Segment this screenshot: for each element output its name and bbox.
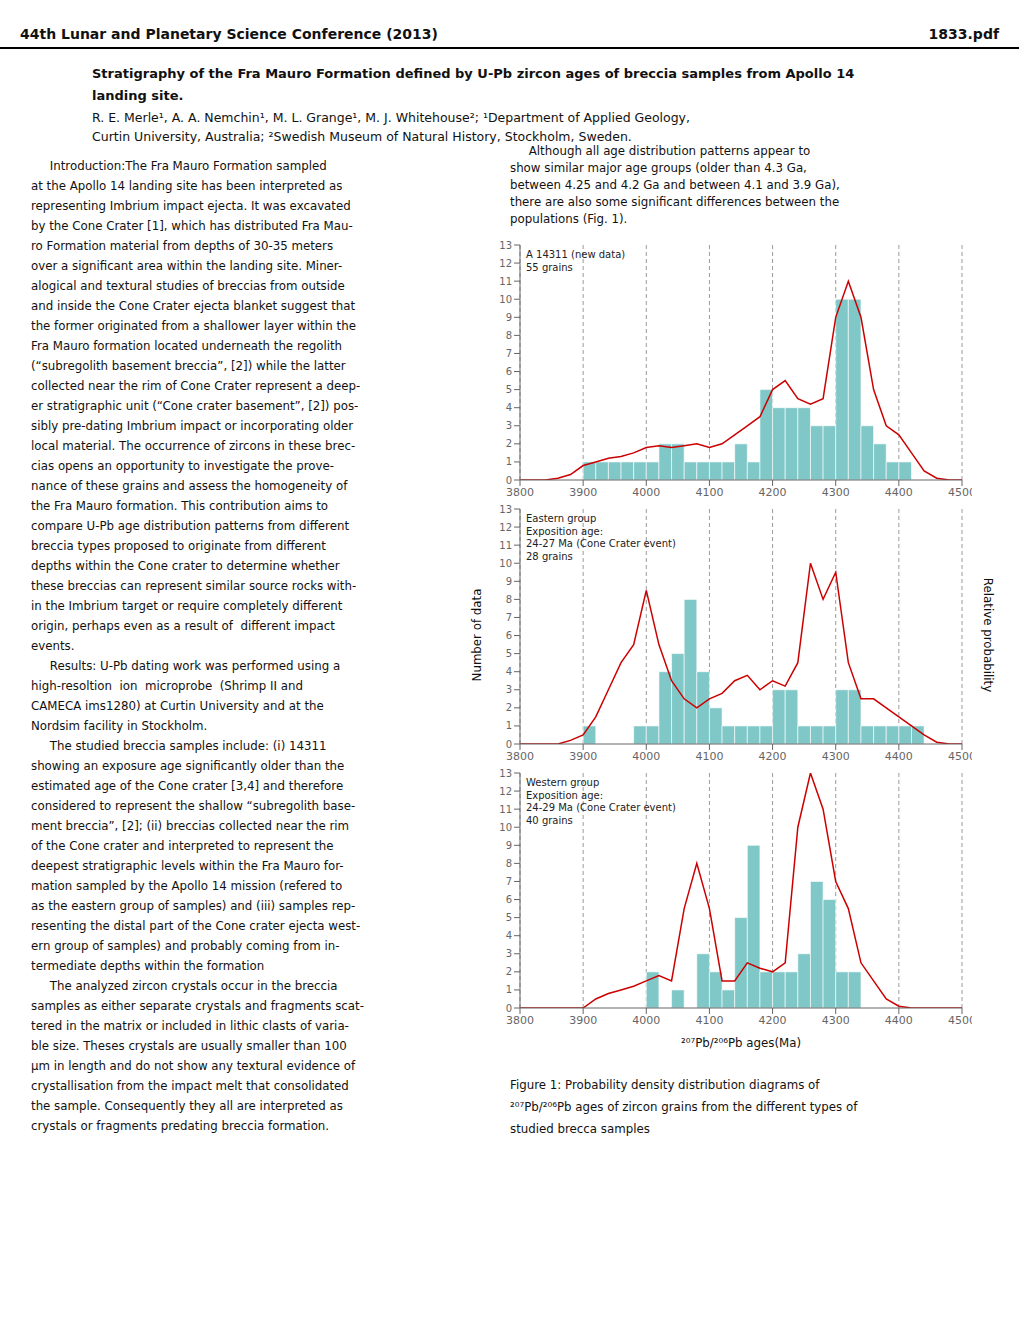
svg-text:4: 4: [506, 402, 512, 413]
svg-text:12: 12: [499, 522, 512, 533]
svg-text:7: 7: [506, 876, 512, 887]
svg-text:3900: 3900: [569, 750, 597, 763]
html-text:44th Lunar and Planetary Scien: 44th Lunar and Planetary Science Confere…: [20, 26, 438, 42]
svg-text:6: 6: [506, 366, 512, 377]
svg-text:13: 13: [499, 768, 512, 779]
svg-text:10: 10: [499, 558, 512, 569]
svg-text:4000: 4000: [632, 486, 660, 499]
svg-text:3800: 3800: [506, 486, 534, 499]
svg-text:0: 0: [506, 739, 512, 750]
svg-text:2: 2: [506, 438, 512, 449]
svg-text:4: 4: [506, 666, 512, 677]
svg-text:4100: 4100: [695, 750, 723, 763]
svg-text:7: 7: [506, 612, 512, 623]
svg-text:9: 9: [506, 576, 512, 587]
svg-text:4400: 4400: [885, 750, 913, 763]
html-text:Stratigraphy of the Fra Mauro: Stratigraphy of the Fra Mauro Formation …: [92, 66, 855, 81]
svg-text:4200: 4200: [759, 1014, 787, 1027]
svg-text:4000: 4000: [632, 1014, 660, 1027]
html-text:Number of data: Number of data: [470, 588, 484, 682]
svg-text:7: 7: [506, 348, 512, 359]
svg-text:5: 5: [506, 912, 512, 923]
svg-text:6: 6: [506, 630, 512, 641]
svg-text:4400: 4400: [885, 486, 913, 499]
svg-text:3900: 3900: [569, 486, 597, 499]
svg-text:11: 11: [499, 540, 512, 551]
svg-text:11: 11: [499, 276, 512, 287]
html-text:R. E. Merle¹, A. A. Nemchin¹,: R. E. Merle¹, A. A. Nemchin¹, M. L. Gran…: [92, 110, 690, 125]
svg-text:4100: 4100: [695, 486, 723, 499]
html-text:A 14311 (new data) 55 grains: A 14311 (new data) 55 grains: [526, 249, 626, 273]
svg-text:9: 9: [506, 312, 512, 323]
svg-text:8: 8: [506, 594, 512, 605]
svg-text:12: 12: [499, 258, 512, 269]
svg-text:3800: 3800: [506, 750, 534, 763]
svg-text:13: 13: [499, 504, 512, 515]
svg-text:5: 5: [506, 648, 512, 659]
html-text:Western group Exposition age:: Western group Exposition age: 24-29 Ma (…: [526, 777, 676, 826]
html-text:1833.pdf: 1833.pdf: [928, 26, 999, 42]
svg-text:4000: 4000: [632, 750, 660, 763]
html-text:Curtin University, Australia;: Curtin University, Australia; ²Swedish M…: [92, 129, 632, 144]
html-text:²⁰⁷Pb/²⁰⁶Pb ages(Ma): ²⁰⁷Pb/²⁰⁶Pb ages(Ma): [681, 1036, 801, 1050]
svg-text:8: 8: [506, 330, 512, 341]
svg-text:13: 13: [499, 240, 512, 251]
html-text:landing site.: landing site.: [92, 88, 184, 103]
svg-text:4500: 4500: [948, 486, 972, 499]
svg-text:4500: 4500: [948, 1014, 972, 1027]
svg-text:3900: 3900: [569, 1014, 597, 1027]
svg-text:4200: 4200: [759, 750, 787, 763]
svg-text:10: 10: [499, 822, 512, 833]
html-text:Relative probability: Relative probability: [981, 577, 995, 693]
html-text:studied brecca samples: studied brecca samples: [510, 1122, 650, 1136]
html-text:Introduction:The Fra Mauro For: Introduction:The Fra Mauro Formation sam…: [31, 159, 364, 1133]
svg-text:1: 1: [506, 456, 512, 467]
svg-text:4400: 4400: [885, 1014, 913, 1027]
svg-text:9: 9: [506, 840, 512, 851]
svg-text:4300: 4300: [822, 1014, 850, 1027]
svg-text:4300: 4300: [822, 486, 850, 499]
svg-text:3800: 3800: [506, 1014, 534, 1027]
svg-text:0: 0: [506, 475, 512, 486]
html-text:Although all age distribution: Although all age distribution patterns a…: [510, 144, 840, 226]
svg-text:1: 1: [506, 984, 512, 995]
svg-text:4500: 4500: [948, 750, 972, 763]
svg-text:2: 2: [506, 702, 512, 713]
svg-text:0: 0: [506, 1003, 512, 1014]
svg-text:10: 10: [499, 294, 512, 305]
html-text:Eastern group Exposition age:: Eastern group Exposition age: 24-27 Ma (…: [526, 513, 676, 562]
svg-text:1: 1: [506, 720, 512, 731]
svg-text:3: 3: [506, 948, 512, 959]
svg-text:4100: 4100: [695, 1014, 723, 1027]
svg-text:3: 3: [506, 420, 512, 431]
svg-text:8: 8: [506, 858, 512, 869]
svg-text:3: 3: [506, 684, 512, 695]
svg-text:4: 4: [506, 930, 512, 941]
svg-text:5: 5: [506, 384, 512, 395]
svg-text:4200: 4200: [759, 486, 787, 499]
svg-text:11: 11: [499, 804, 512, 815]
svg-text:4300: 4300: [822, 750, 850, 763]
svg-text:12: 12: [499, 786, 512, 797]
svg-text:6: 6: [506, 894, 512, 905]
html-text:²⁰⁷Pb/²⁰⁶Pb ages of zircon gra: ²⁰⁷Pb/²⁰⁶Pb ages of zircon grains from t…: [510, 1100, 858, 1114]
svg-text:2: 2: [506, 966, 512, 977]
html-text:Figure 1: Probability density: Figure 1: Probability density distributi…: [510, 1078, 820, 1092]
